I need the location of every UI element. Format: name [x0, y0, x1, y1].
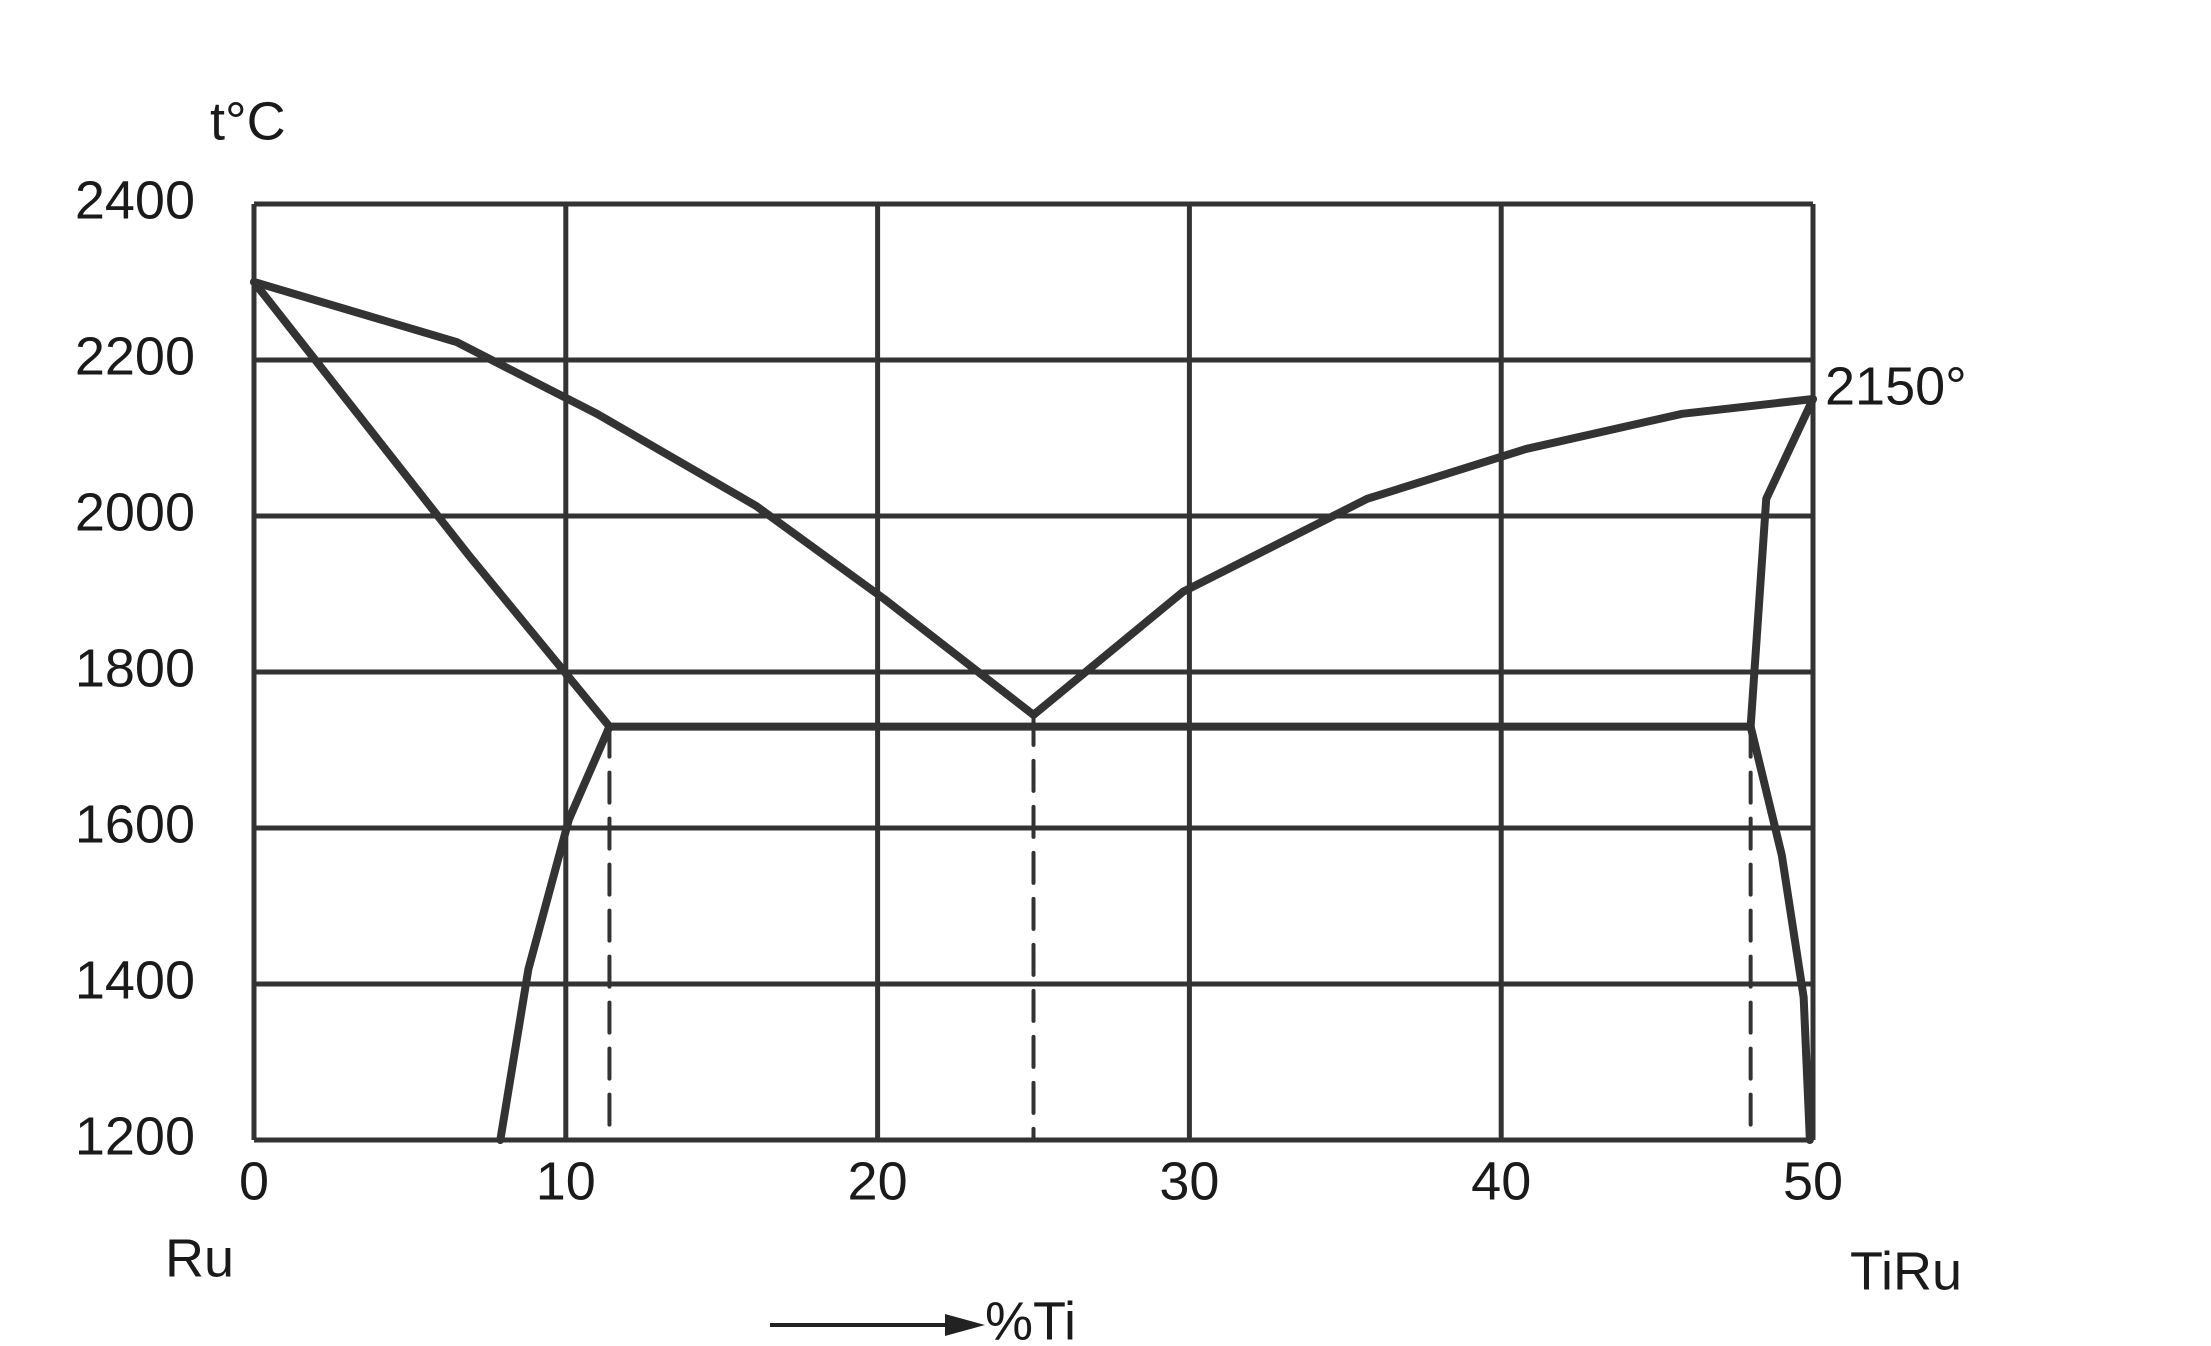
phase-boundary: [1751, 727, 1810, 1140]
chart: t°C Ru TiRu %Ti 2150° 1200 1400 1600 1800 20…: [0, 0, 2211, 1346]
x-tick-label: 50: [1783, 1151, 1843, 1211]
y-tick-label: 1600: [75, 794, 195, 854]
x-tick-label: 0: [239, 1151, 269, 1211]
x-tick-label: 30: [1159, 1151, 1219, 1211]
arrow-head: [945, 1314, 985, 1336]
x-tick-label: 40: [1471, 1151, 1531, 1211]
x-start-label: Ru: [165, 1228, 234, 1288]
phase-boundary: [254, 282, 609, 727]
x-axis-label: %Ti: [985, 1291, 1076, 1346]
phase-boundary: [1034, 399, 1814, 715]
y-axis-label: t°C: [210, 91, 286, 151]
phase-boundary: [254, 282, 1034, 715]
x-tick-label: 10: [536, 1151, 596, 1211]
y-tick-label: 1400: [75, 950, 195, 1010]
y-tick-label: 2000: [75, 482, 195, 542]
phase-boundary: [500, 727, 609, 1140]
x-tick-label: 20: [848, 1151, 908, 1211]
y-tick-label: 2400: [75, 170, 195, 230]
y-tick-label: 1800: [75, 638, 195, 698]
x-end-label: TiRu: [1850, 1241, 1962, 1301]
phase-boundary: [1751, 399, 1813, 727]
y-tick-label: 1200: [75, 1106, 195, 1166]
annotation: 2150°: [1825, 356, 1967, 416]
y-tick-label: 2200: [75, 326, 195, 386]
